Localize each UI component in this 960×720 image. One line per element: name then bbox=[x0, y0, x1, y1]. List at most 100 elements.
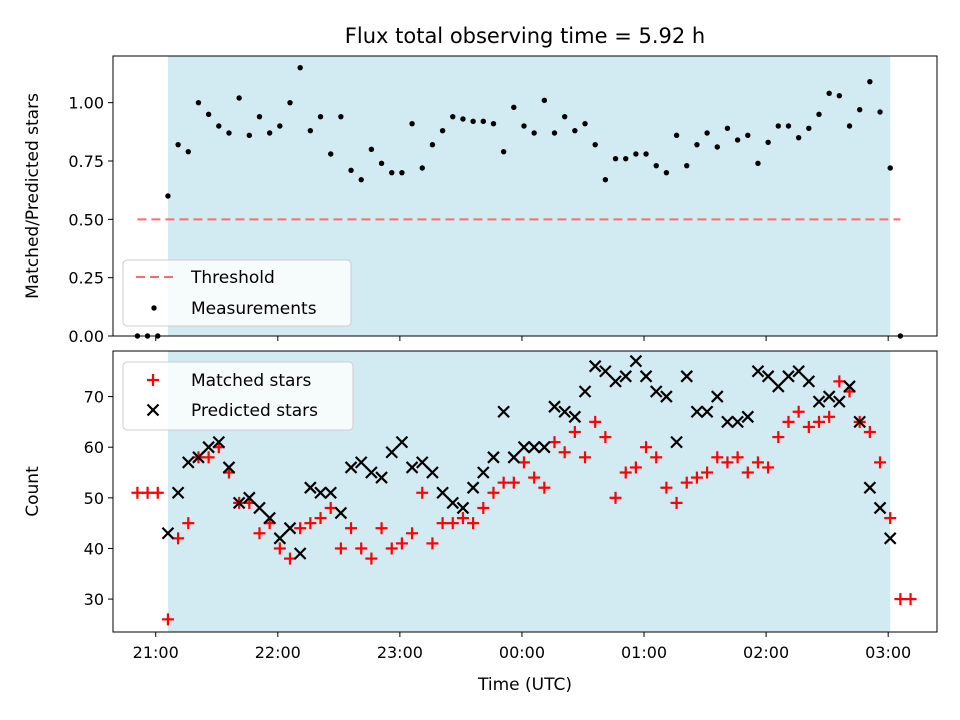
measurement-point bbox=[856, 106, 863, 113]
predicted-stars-point bbox=[283, 521, 297, 535]
predicted-stars-point bbox=[873, 501, 887, 515]
matched-stars-point bbox=[294, 522, 307, 535]
predicted-stars-point bbox=[395, 435, 409, 449]
matched-stars-point bbox=[680, 476, 693, 489]
predicted-stars-point bbox=[599, 364, 612, 378]
y-tick-label: 60 bbox=[84, 438, 104, 457]
measurement-point bbox=[399, 169, 405, 176]
matched-stars-point bbox=[477, 501, 490, 514]
measurement-point bbox=[195, 99, 202, 106]
matched-stars-point bbox=[619, 466, 632, 479]
matched-stars-point bbox=[253, 527, 266, 540]
matched-stars-point bbox=[131, 486, 144, 499]
matched-stars-point bbox=[609, 491, 622, 504]
measurement-point bbox=[511, 104, 517, 111]
series-predicted-stars bbox=[161, 354, 897, 560]
measurement-point bbox=[561, 113, 568, 120]
legend-matched-swatch bbox=[147, 374, 159, 386]
matched-stars-point bbox=[202, 451, 215, 464]
matched-stars-point bbox=[497, 476, 510, 489]
predicted-stars-point bbox=[538, 440, 551, 454]
matched-stars-point bbox=[640, 441, 653, 454]
predicted-stars-point bbox=[477, 466, 490, 479]
measurement-point bbox=[572, 127, 578, 134]
measurement-point bbox=[165, 193, 171, 199]
matched-stars-point bbox=[284, 552, 297, 565]
x-tick: 02:00 bbox=[743, 632, 789, 662]
matched-stars-point bbox=[334, 542, 347, 555]
ratio-panel: 0.00 0.25 0.50 0.75 1.00 Matched/Predicted st… bbox=[23, 55, 938, 346]
y-tick: 0.50 bbox=[68, 210, 113, 229]
y-tick-label: 1.00 bbox=[68, 94, 104, 113]
predicted-stars-point bbox=[182, 456, 195, 469]
predicted-stars-point bbox=[263, 511, 276, 525]
y-tick-label: 50 bbox=[84, 489, 104, 508]
predicted-stars-point bbox=[731, 415, 744, 429]
measurement-point bbox=[867, 78, 873, 85]
matched-stars-point bbox=[436, 517, 449, 530]
predicted-stars-point bbox=[202, 440, 215, 454]
y-axis-label: Matched/Predicted stars bbox=[23, 93, 43, 299]
matched-stars-point bbox=[467, 517, 480, 530]
measurement-point bbox=[704, 130, 710, 136]
measurement-point bbox=[643, 151, 649, 157]
measurement-point bbox=[368, 146, 375, 153]
measurement-point bbox=[185, 148, 191, 155]
matched-stars-point bbox=[721, 456, 734, 469]
measurement-point bbox=[307, 127, 314, 134]
predicted-stars-point bbox=[354, 456, 368, 469]
matched-stars-point bbox=[517, 456, 530, 469]
predicted-stars-point bbox=[405, 461, 419, 474]
measurement-point bbox=[714, 144, 720, 150]
legend-matched-label: Matched stars bbox=[191, 371, 311, 391]
predicted-stars-point bbox=[680, 370, 694, 383]
matched-stars-point bbox=[823, 410, 836, 423]
measurement-point bbox=[734, 137, 741, 143]
predicted-stars-point bbox=[761, 370, 775, 383]
predicted-stars-point bbox=[660, 390, 673, 403]
x-tick-label: 22:00 bbox=[255, 643, 301, 662]
predicted-stars-point bbox=[833, 395, 846, 408]
predicted-stars-point bbox=[588, 359, 602, 373]
y-tick: 60 bbox=[84, 438, 113, 457]
matched-stars-point bbox=[782, 415, 795, 428]
predicted-stars-point bbox=[161, 526, 175, 540]
legend-measurements-label: Measurements bbox=[191, 299, 317, 319]
matched-stars-point bbox=[711, 451, 724, 464]
measurement-point bbox=[480, 118, 486, 125]
predicted-stars-point bbox=[365, 466, 378, 479]
matched-stars-point bbox=[161, 613, 174, 626]
matched-stars-point bbox=[568, 426, 581, 439]
y-tick: 50 bbox=[84, 489, 113, 508]
matched-stars-point bbox=[365, 552, 378, 565]
legend-box bbox=[122, 259, 352, 327]
y-tick-label: 0.50 bbox=[68, 210, 104, 229]
measurement-point bbox=[338, 113, 344, 120]
predicted-stars-point bbox=[568, 410, 582, 424]
predicted-stars-point bbox=[548, 400, 561, 413]
measurement-point bbox=[582, 120, 588, 127]
y-tick-label: 40 bbox=[84, 539, 104, 558]
measurement-point bbox=[795, 134, 802, 141]
matched-stars-point bbox=[355, 542, 368, 555]
measurement-point bbox=[846, 123, 853, 129]
predicted-stars-point bbox=[497, 405, 510, 419]
matched-stars-point bbox=[589, 415, 602, 428]
matched-stars-point bbox=[426, 537, 439, 550]
measurement-point bbox=[460, 116, 466, 122]
measurement-point bbox=[246, 132, 253, 139]
y-tick-label: 0.75 bbox=[68, 152, 104, 171]
predicted-stars-point bbox=[792, 364, 805, 378]
axes-frame bbox=[112, 350, 938, 633]
x-tick-label: 03:00 bbox=[865, 643, 911, 662]
predicted-stars-point bbox=[253, 501, 266, 515]
predicted-stars-point bbox=[192, 451, 205, 464]
predicted-stars-point bbox=[212, 435, 226, 449]
legend-predicted-label: Predicted stars bbox=[191, 401, 318, 421]
predicted-stars-point bbox=[507, 451, 521, 464]
predicted-stars-point bbox=[863, 481, 877, 494]
y-tick: 1.00 bbox=[68, 94, 113, 113]
measurement-point bbox=[602, 176, 609, 183]
measurement-point bbox=[216, 123, 222, 129]
matched-stars-point bbox=[812, 415, 825, 428]
